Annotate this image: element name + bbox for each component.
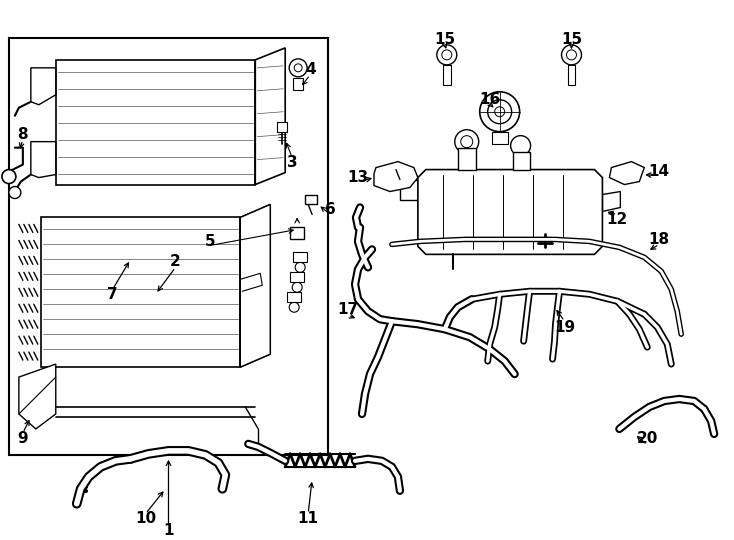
Polygon shape xyxy=(293,78,303,90)
Bar xyxy=(290,227,304,239)
Text: 20: 20 xyxy=(636,431,658,447)
Polygon shape xyxy=(255,48,286,185)
Polygon shape xyxy=(240,205,270,367)
Bar xyxy=(567,65,575,85)
Circle shape xyxy=(2,170,16,184)
Text: 15: 15 xyxy=(435,32,455,48)
Polygon shape xyxy=(512,152,530,170)
Text: 15: 15 xyxy=(561,32,582,48)
Polygon shape xyxy=(240,205,270,367)
Polygon shape xyxy=(277,122,287,132)
Text: 6: 6 xyxy=(324,202,335,217)
Text: 9: 9 xyxy=(18,431,28,447)
Circle shape xyxy=(480,92,520,132)
Bar xyxy=(287,292,301,302)
Text: 19: 19 xyxy=(554,320,575,335)
Text: 7: 7 xyxy=(107,287,118,302)
Text: 4: 4 xyxy=(305,62,316,77)
Bar xyxy=(293,252,307,262)
Circle shape xyxy=(295,262,305,272)
Circle shape xyxy=(487,100,512,124)
Bar xyxy=(290,272,304,282)
Polygon shape xyxy=(609,161,644,185)
Circle shape xyxy=(562,45,581,65)
Text: 5: 5 xyxy=(205,234,216,249)
Circle shape xyxy=(289,302,299,312)
Bar xyxy=(492,132,508,144)
Polygon shape xyxy=(458,147,476,170)
Polygon shape xyxy=(31,68,56,105)
Polygon shape xyxy=(41,218,240,367)
Text: 13: 13 xyxy=(347,170,368,185)
Circle shape xyxy=(9,186,21,199)
Circle shape xyxy=(292,282,302,292)
Polygon shape xyxy=(374,161,418,192)
Circle shape xyxy=(511,136,531,156)
Text: 2: 2 xyxy=(170,254,181,269)
Polygon shape xyxy=(56,60,255,185)
Circle shape xyxy=(495,107,505,117)
Text: 14: 14 xyxy=(649,164,670,179)
Circle shape xyxy=(437,45,457,65)
Polygon shape xyxy=(418,170,603,254)
Polygon shape xyxy=(19,364,56,429)
Text: 17: 17 xyxy=(338,302,359,317)
Circle shape xyxy=(567,50,576,60)
Circle shape xyxy=(442,50,452,60)
Circle shape xyxy=(289,59,307,77)
Text: 11: 11 xyxy=(298,511,319,526)
Bar xyxy=(305,194,317,205)
Circle shape xyxy=(455,130,479,153)
Text: 1: 1 xyxy=(163,523,174,538)
Circle shape xyxy=(461,136,473,147)
Text: 8: 8 xyxy=(18,127,28,142)
Circle shape xyxy=(294,64,302,72)
Text: 16: 16 xyxy=(479,92,501,107)
Text: 12: 12 xyxy=(607,212,628,227)
Polygon shape xyxy=(400,180,418,199)
Text: 3: 3 xyxy=(287,155,297,170)
Text: 10: 10 xyxy=(135,511,156,526)
Polygon shape xyxy=(603,192,620,212)
Bar xyxy=(9,38,328,455)
Polygon shape xyxy=(31,141,56,178)
Text: 18: 18 xyxy=(649,232,670,247)
Bar xyxy=(443,65,451,85)
